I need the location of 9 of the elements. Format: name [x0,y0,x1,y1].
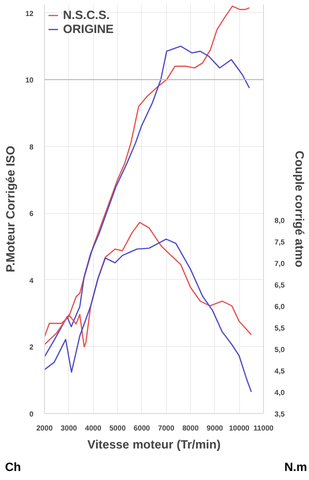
text: N.m [284,459,307,476]
text: Ch [5,459,21,476]
legend-label: N.S.C.S. [63,8,110,22]
x-axis-title: Vitesse moteur (Tr/min) [87,438,221,452]
y2-axis-title: Couple corrigé atmo [292,150,307,268]
y-axis-title: P.Moteur Corrigée ISO [3,146,18,272]
legend-label: ORIGINE [63,22,114,36]
line-series [44,238,252,393]
line-series [44,46,250,358]
